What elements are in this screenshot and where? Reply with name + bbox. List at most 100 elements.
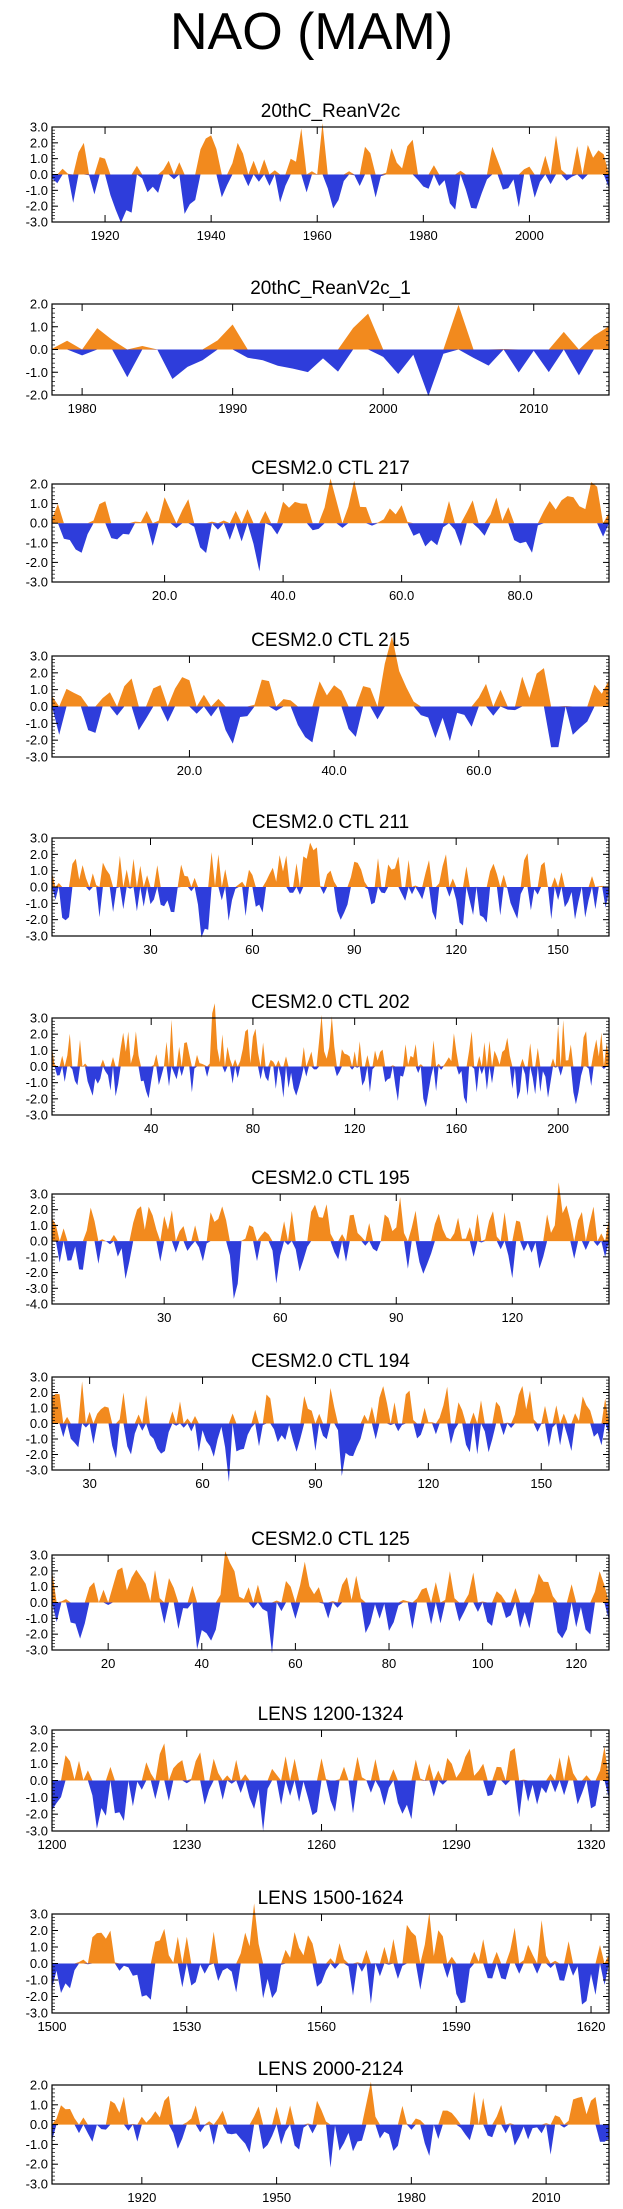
y-tick-label: 0.0	[30, 167, 48, 182]
page-title: NAO (MAM)	[169, 3, 454, 61]
y-tick-label: 0.0	[30, 880, 48, 895]
y-tick-label: -3.0	[26, 929, 48, 944]
y-tick-label: 3.0	[30, 831, 48, 846]
positive-area	[52, 1003, 609, 1067]
y-tick-label: 0.0	[30, 1234, 48, 1249]
x-tick-label: 60	[288, 1656, 302, 1671]
x-tick-label: 160	[446, 1121, 468, 1136]
x-tick-label: 80	[246, 1121, 260, 1136]
positive-area	[52, 478, 609, 524]
y-tick-label: 3.0	[30, 1187, 48, 1202]
positive-area	[52, 1381, 609, 1424]
positive-area	[52, 1743, 609, 1781]
x-tick-label: 1500	[38, 2019, 67, 2034]
positive-area	[52, 1903, 609, 1964]
y-tick-label: 3.0	[30, 120, 48, 135]
x-tick-label: 20	[101, 1656, 115, 1671]
y-tick-label: -2.0	[26, 1627, 48, 1642]
x-tick-label: 120	[501, 1310, 523, 1325]
x-tick-label: 200	[547, 1121, 569, 1136]
y-tick-label: 1.0	[30, 151, 48, 166]
x-tick-label: 2010	[532, 2190, 561, 2205]
negative-area	[52, 174, 609, 223]
x-tick-label: 1230	[172, 1837, 201, 1852]
x-tick-label: 40.0	[270, 588, 295, 603]
panel-title: 20thC_ReanV2c	[261, 101, 400, 122]
chart-panel-5: CESM2.0 CTL 211 3.02.01.0 0.0-1.0-2.0 -3.0 3…	[26, 812, 610, 957]
x-tick-label: 1980	[409, 228, 438, 243]
panel-title: CESM2.0 CTL 215	[251, 630, 410, 651]
negative-area	[52, 1780, 609, 1832]
y-tick-label: -1.0	[26, 2137, 48, 2152]
y-tick-label: -3.0	[26, 575, 48, 590]
chart-panel-6: CESM2.0 CTL 202 3.02.01.00.0-1.0-2.0 -3.0 4…	[26, 992, 610, 1136]
y-tick-label: -1.0	[26, 1432, 48, 1447]
y-tick-label: 0.0	[30, 699, 48, 714]
y-tick-label: -3.0	[26, 2006, 48, 2021]
y-tick-label: 0.0	[30, 1595, 48, 1610]
panel-title: CESM2.0 CTL 195	[251, 1168, 410, 1189]
y-tick-label: 1.0	[30, 2097, 48, 2112]
y-tick-label: -2.0	[26, 199, 48, 214]
x-tick-label: 90	[347, 942, 361, 957]
y-tick-label: 1.0	[30, 1756, 48, 1771]
x-tick-label: 30	[157, 1310, 171, 1325]
negative-area	[52, 887, 609, 938]
positive-area	[52, 636, 609, 707]
y-tick-label: -2.0	[26, 1265, 48, 1280]
y-tick-label: 0.0	[30, 1416, 48, 1431]
y-tick-label: 1.0	[30, 682, 48, 697]
y-tick-label: 3.0	[30, 1723, 48, 1738]
y-tick-label: -1.0	[26, 896, 48, 911]
plot-frame	[51, 483, 610, 583]
y-tick-label: -2.0	[26, 2157, 48, 2172]
y-tick-label: -3.0	[26, 1108, 48, 1123]
positive-area	[52, 1182, 609, 1242]
y-tick-label: 1.0	[30, 1401, 48, 1416]
chart-panel-7: CESM2.0 CTL 195 3.02.01.00.0-1.0-2.0-3.0-…	[26, 1168, 610, 1325]
negative-area	[52, 1963, 609, 2005]
y-tick-label: 2.0	[30, 665, 48, 680]
negative-area	[52, 2124, 609, 2168]
y-tick-label: -2.0	[26, 1989, 48, 2004]
x-tick-label: 30	[143, 942, 157, 957]
y-tick-label: 1.0	[30, 496, 48, 511]
y-tick-label: 2.0	[30, 1202, 48, 1217]
negative-area	[52, 349, 609, 397]
x-tick-label: 1530	[172, 2019, 201, 2034]
x-tick-label: 120	[565, 1656, 587, 1671]
x-tick-label: 1200	[38, 1837, 67, 1852]
x-tick-label: 1320	[577, 1837, 606, 1852]
x-tick-label: 1980	[68, 401, 97, 416]
y-tick-label: 2.0	[30, 135, 48, 150]
x-tick-label: 90	[389, 1310, 403, 1325]
x-tick-label: 100	[472, 1656, 494, 1671]
x-tick-label: 60	[245, 942, 259, 957]
y-tick-label: 1.0	[30, 863, 48, 878]
x-tick-label: 60.0	[466, 763, 491, 778]
panel-title: CESM2.0 CTL 194	[251, 1351, 410, 1372]
y-tick-label: -2.0	[26, 1807, 48, 1822]
x-tick-label: 20.0	[177, 763, 202, 778]
x-tick-label: 1560	[307, 2019, 336, 2034]
positive-area	[52, 2081, 609, 2125]
y-tick-label: 0.0	[30, 342, 48, 357]
x-tick-label: 1290	[442, 1837, 471, 1852]
x-tick-label: 120	[417, 1476, 439, 1491]
y-tick-label: -2.0	[26, 555, 48, 570]
y-tick-label: -1.0	[26, 1249, 48, 1264]
chart-panel-2: 20thC_ReanV2c_1 2.0 1.0 0.0 -1.0 -2.0 1980 1990…	[26, 278, 610, 416]
negative-area	[52, 1241, 609, 1299]
y-tick-label: 1.0	[30, 1043, 48, 1058]
x-tick-label: 40	[195, 1656, 209, 1671]
x-tick-label: 20.0	[152, 588, 177, 603]
x-tick-label: 1950	[262, 2190, 291, 2205]
positive-area	[52, 1551, 609, 1603]
x-tick-label: 2000	[369, 401, 398, 416]
negative-area	[52, 523, 609, 572]
chart-panel-11: LENS 1500-16243.02.01.00.0-1.0-2.0-3.015…	[26, 1888, 610, 2034]
x-tick-label: 1260	[307, 1837, 336, 1852]
y-tick-label: -1.0	[26, 716, 48, 731]
